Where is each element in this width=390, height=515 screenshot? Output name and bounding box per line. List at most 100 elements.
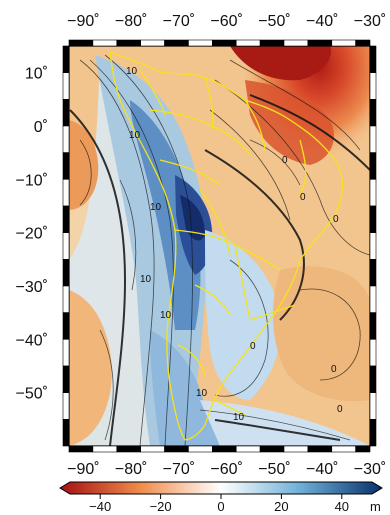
lon-tick-label-top: −90˚ (67, 13, 99, 30)
frame-checker-segment (307, 445, 333, 453)
lon-tick-label-bottom: −70˚ (163, 461, 195, 478)
colorbar-tick-label: −20 (150, 499, 172, 514)
frame-checker-segment (92, 445, 118, 453)
lat-tick-label: 0˚ (34, 119, 48, 136)
lat-tick-label: −40˚ (16, 332, 48, 349)
frame-checker-segment (62, 312, 70, 340)
frame-checker-segment (369, 285, 377, 313)
frame-checker-segment (62, 72, 70, 100)
lat-tick-label: −50˚ (16, 386, 48, 403)
frame-checker-segment (140, 39, 165, 47)
frame-checker-segment (283, 39, 309, 47)
frame-checker-segment (116, 445, 141, 453)
frame-checker-segment (369, 312, 377, 340)
frame-checker-segment (235, 39, 261, 47)
lon-tick-label-bottom: −60˚ (210, 461, 242, 478)
frame-checker-segment (62, 392, 70, 420)
contour-label: 0 (331, 364, 337, 375)
frame-checker-segment (92, 39, 118, 47)
colorbar-ticks: −40 −20 0 20 40 (89, 494, 349, 514)
frame-checker-segment (62, 285, 70, 313)
frame-checker-segment (369, 45, 377, 73)
contour-label: 0 (337, 404, 343, 415)
contour-label: 0 (300, 192, 306, 203)
frame-checker-segment (62, 365, 70, 393)
frame-checker-segment (212, 39, 237, 47)
contour-label: 10 (196, 388, 208, 399)
contour-label: 0 (282, 155, 288, 166)
lon-tick-label-bottom: −90˚ (67, 461, 99, 478)
lon-tick-label-top: −30˚ (354, 13, 386, 30)
colorbar-tick-label: −40 (89, 499, 111, 514)
map-field: 10 10 10 10 10 10 10 0 0 0 0 0 0 (69, 46, 370, 446)
frame-checker-segment (331, 445, 356, 453)
frame-checker-segment (369, 72, 377, 100)
colorbar-tick-label: 20 (274, 499, 288, 514)
frame-checker-segment (188, 39, 213, 47)
lon-tick-label-top: −80˚ (115, 13, 147, 30)
frame-checker-segment (283, 445, 309, 453)
frame-checker-segment (62, 339, 70, 367)
frame-checker-segment (355, 39, 371, 47)
lon-tick-label-top: −40˚ (306, 13, 338, 30)
lat-tick-label: −10˚ (16, 172, 48, 189)
lon-tick-label-bottom: −80˚ (115, 461, 147, 478)
frame-checker-segment (369, 232, 377, 260)
lat-ticks-left: 10˚ 0˚ −10˚ −20˚ −30˚ −40˚ −50˚ (16, 66, 48, 403)
frame-checker-segment (369, 125, 377, 153)
contour-label: 10 (233, 412, 245, 423)
contour-label: 10 (129, 130, 141, 141)
lon-tick-label-top: −70˚ (163, 13, 195, 30)
lon-tick-label-top: −50˚ (258, 13, 290, 30)
frame-checker-segment (235, 445, 261, 453)
frame-checker-segment (62, 179, 70, 207)
frame-checker-segment (369, 339, 377, 367)
frame-checker-segment (369, 152, 377, 180)
frame-checker-segment (62, 259, 70, 287)
frame-checker-segment (259, 39, 285, 47)
frame-checker-segment (369, 205, 377, 233)
lon-tick-label-bottom: −50˚ (258, 461, 290, 478)
frame-checker-segment (62, 419, 70, 447)
frame-checker-segment (140, 445, 165, 453)
frame-checker-segment (369, 259, 377, 287)
contour-label: 0 (333, 214, 339, 225)
frame-checker-segment (68, 39, 94, 47)
lat-tick-label: −30˚ (16, 279, 48, 296)
frame-checker-segment (259, 445, 285, 453)
map-frame-checkers (62, 39, 377, 453)
colorbar-bar (59, 481, 383, 495)
lon-ticks-top: −90˚ −80˚ −70˚ −60˚ −50˚ −40˚ −30˚ (67, 13, 386, 30)
contour-label: 0 (250, 341, 256, 352)
lon-tick-label-bottom: −40˚ (306, 461, 338, 478)
frame-checker-segment (307, 39, 333, 47)
frame-checker-segment (62, 152, 70, 180)
lon-ticks-bottom: −90˚ −80˚ −70˚ −60˚ −50˚ −40˚ −30˚ (67, 461, 386, 478)
colorbar-tick-label: 0 (217, 499, 224, 514)
frame-checker-segment (62, 45, 70, 73)
contour-label: 10 (126, 66, 138, 77)
contour-label: 10 (160, 310, 172, 321)
frame-checker-segment (164, 445, 189, 453)
frame-checker-segment (369, 392, 377, 420)
frame-checker-segment (116, 39, 141, 47)
lat-tick-label: −20˚ (16, 226, 48, 243)
frame-checker-segment (188, 445, 213, 453)
colorbar-unit: m (370, 499, 381, 514)
frame-checker-segment (369, 99, 377, 127)
frame-checker-segment (164, 39, 189, 47)
contour-label: 10 (150, 202, 162, 213)
lat-tick-label: 10˚ (25, 66, 48, 83)
frame-checker-segment (355, 445, 371, 453)
colorbar-tick-label: 40 (335, 499, 349, 514)
frame-checker-segment (62, 125, 70, 153)
frame-checker-segment (62, 232, 70, 260)
frame-checker-segment (212, 445, 237, 453)
frame-checker-segment (68, 445, 94, 453)
contour-label: 10 (140, 274, 152, 285)
colorbar: −40 −20 0 20 40 m (59, 481, 383, 514)
lon-tick-label-top: −60˚ (210, 13, 242, 30)
frame-checker-segment (369, 419, 377, 447)
